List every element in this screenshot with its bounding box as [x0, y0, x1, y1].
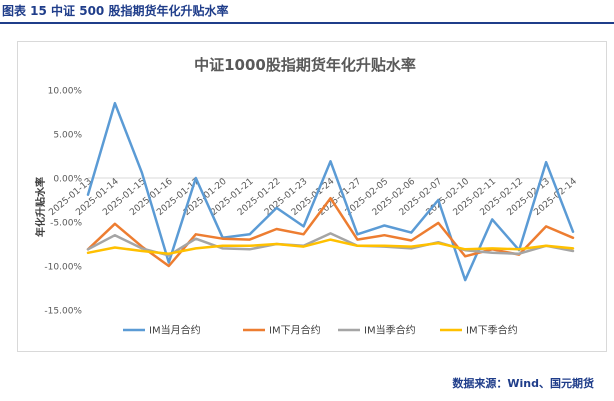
- y-tick-label: 5.00%: [53, 131, 82, 141]
- x-tick-labels: 2025-01-132025-01-142025-01-152025-01-16…: [47, 176, 579, 217]
- legend-label: IM下季合约: [466, 324, 518, 337]
- legend-label: IM下月合约: [269, 324, 321, 337]
- source-note: 数据来源：Wind、国元期货: [452, 377, 594, 390]
- series-line-1: [86, 101, 575, 282]
- y-tick-label: 0.00%: [53, 175, 82, 185]
- legend: IM当月合约 IM下月合约 IM当季合约 IM下季合约: [123, 324, 518, 337]
- legend-label: IM当季合约: [364, 324, 416, 337]
- header-rule: [0, 22, 614, 24]
- series-line-4: [86, 238, 575, 255]
- chart-svg: 中证1000股指期货年化升贴水率 年化升贴水率 10.00% 5.00% 0.00%…: [34, 56, 579, 337]
- series-line-3: [86, 232, 575, 257]
- series-lines: [86, 101, 575, 282]
- chart-frame: 中证1000股指期货年化升贴水率 年化升贴水率 10.00% 5.00% 0.00%…: [17, 41, 607, 352]
- legend-label: IM当月合约: [149, 324, 201, 337]
- y-tick-label: -15.00%: [44, 307, 82, 317]
- chart-title: 中证1000股指期货年化升贴水率: [194, 56, 416, 74]
- y-tick-label: -10.00%: [44, 263, 82, 273]
- figure-caption: 图表 15 中证 500 股指期货年化升贴水率: [2, 4, 229, 18]
- y-tick-labels: 10.00% 5.00% 0.00% -5.00% -10.00% -15.00%: [44, 87, 82, 317]
- y-tick-label: -5.00%: [50, 219, 82, 229]
- y-tick-label: 10.00%: [48, 87, 83, 97]
- y-axis-title: 年化升贴水率: [34, 177, 47, 237]
